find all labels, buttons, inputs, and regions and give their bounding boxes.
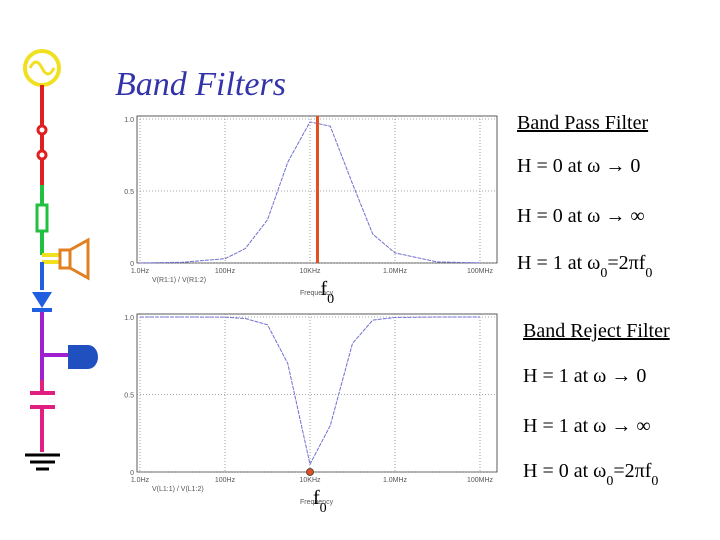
f0-marker	[306, 468, 314, 476]
subscript: 0	[645, 266, 652, 281]
x-tick-label: 100Hz	[215, 268, 236, 275]
f0-label: f0	[320, 278, 334, 307]
y-tick-label: 0.5	[124, 393, 134, 400]
legend-entry: V(R1:1) / V(R1:2)	[152, 277, 206, 284]
condition-line: H = 0 at ω → ∞	[517, 205, 645, 227]
subscript: 0	[606, 474, 613, 489]
condition-line: H = 0 at ω0=2πf0	[523, 460, 658, 489]
circuit-icons	[23, 49, 98, 471]
condition-line: H = 0 at ω → 0	[517, 155, 640, 177]
plot-area	[136, 313, 498, 473]
slide-title: Band Filters	[115, 66, 286, 103]
y-tick-label: 0.5	[124, 189, 134, 196]
y-tick-label: 0	[130, 470, 134, 477]
x-axis-label: Frequency	[300, 499, 334, 506]
data-line	[139, 121, 481, 264]
y-tick-label: 1.0	[124, 315, 134, 322]
text: H = 0 at ω → ∞	[517, 205, 645, 227]
f0-label: f0	[313, 487, 327, 516]
text: f	[313, 487, 320, 509]
subscript: 0	[651, 474, 658, 489]
subscript: 0	[327, 292, 334, 307]
x-tick-label: 1.0Hz	[131, 477, 150, 484]
text: H = 1 at ω → ∞	[523, 415, 651, 437]
text: H = 0 at ω	[523, 460, 606, 482]
section-heading: Band Reject Filter	[523, 320, 670, 342]
y-tick-label: 1.0	[124, 117, 134, 124]
condition-line: H = 1 at ω0=2πf0	[517, 252, 652, 281]
text: H = 1 at ω → 0	[523, 365, 646, 387]
x-tick-label: 1.0MHz	[383, 477, 408, 484]
x-tick-label: 100MHz	[467, 268, 494, 275]
x-tick-label: 100Hz	[215, 477, 236, 484]
text: H = 1 at ω	[517, 252, 600, 274]
subscript: 0	[320, 501, 327, 516]
x-tick-label: 10KHz	[299, 268, 321, 275]
x-tick-label: 10KHz	[299, 477, 321, 484]
x-tick-label: 1.0MHz	[383, 268, 408, 275]
condition-line: H = 1 at ω → 0	[523, 365, 646, 387]
text: =2πf	[613, 460, 651, 482]
section-heading: Band Pass Filter	[517, 112, 648, 134]
subscript: 0	[600, 266, 607, 281]
x-tick-label: 1.0Hz	[131, 268, 150, 275]
text: H = 0 at ω → 0	[517, 155, 640, 177]
text: f	[320, 278, 327, 300]
x-axis-label: Frequency	[300, 290, 334, 297]
data-line	[140, 316, 480, 466]
condition-line: H = 1 at ω → ∞	[523, 415, 651, 437]
text: =2πf	[607, 252, 645, 274]
x-tick-label: 100MHz	[467, 477, 494, 484]
legend-entry: V(L1:1) / V(L1:2)	[152, 486, 204, 493]
y-tick-label: 0	[130, 261, 134, 268]
